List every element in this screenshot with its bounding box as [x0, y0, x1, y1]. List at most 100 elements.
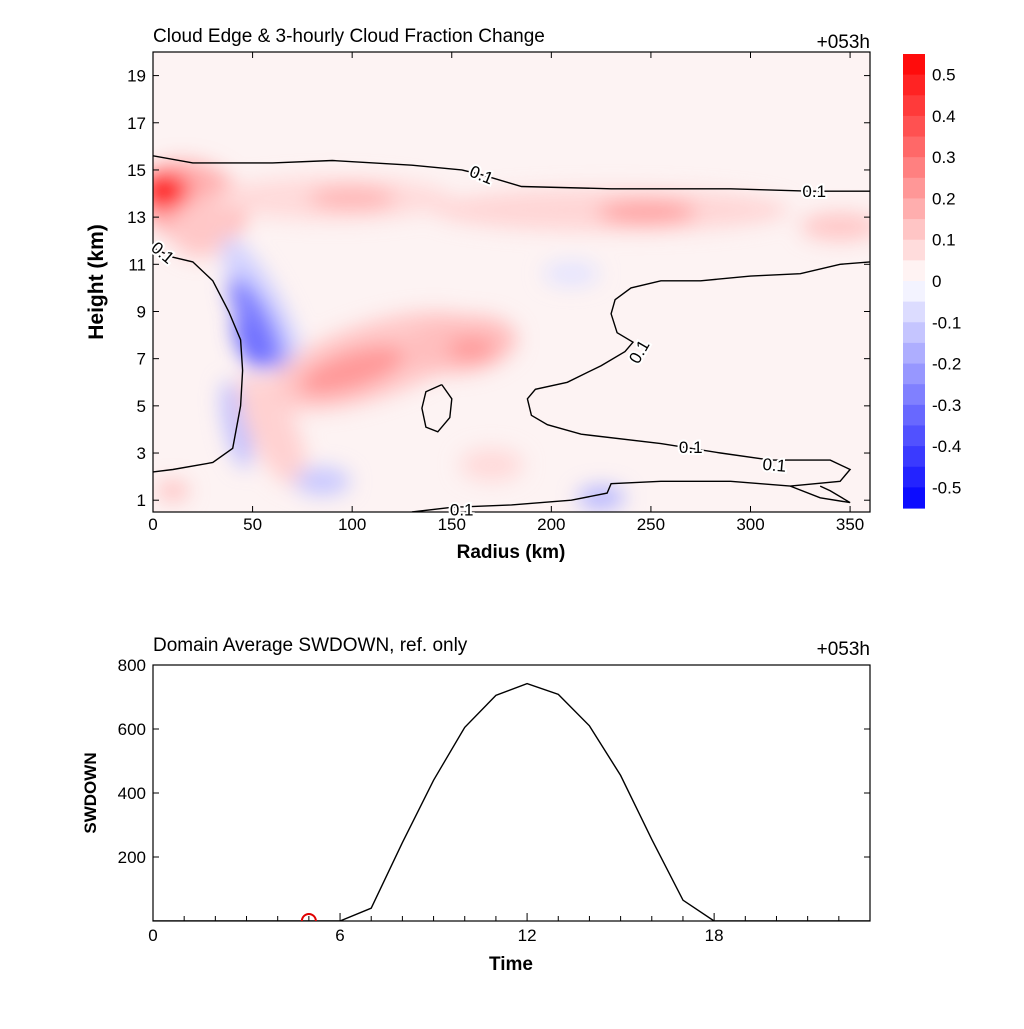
colorbar-tick-label: 0.5 [932, 66, 956, 85]
heatmap-y-tick-label: 1 [137, 491, 146, 510]
colorbar-tick-label: -0.1 [932, 313, 961, 332]
colorbar-tick-label: 0.2 [932, 189, 956, 208]
current-time-marker [300, 913, 317, 921]
contour-label: 0.1 [450, 501, 474, 520]
colorbar-swatch [903, 322, 925, 344]
heatmap-y-tick-label: 5 [137, 397, 146, 416]
colorbar-swatch [903, 74, 925, 96]
contour-label: 0.1 [679, 438, 703, 457]
line-chart-x-tick-label: 6 [335, 926, 344, 945]
line-chart-y-axis-label: SWDOWN [81, 752, 100, 833]
heatmap-shade-region [447, 337, 496, 362]
line-chart-frame [152, 664, 871, 922]
contour-label: 0.1 [802, 182, 826, 201]
line-chart-y-tick-label: 800 [118, 656, 146, 675]
heatmap-shade-region [459, 448, 524, 482]
heatmap-shade-region [597, 200, 697, 225]
colorbar-tick-label: 0.4 [932, 107, 956, 126]
colorbar-swatch [903, 342, 925, 365]
colorbar-swatch [903, 115, 925, 138]
heatmap-y-tick-label: 19 [127, 67, 146, 86]
heatmap-y-tick-label: 15 [127, 161, 146, 180]
colorbar-tick-label: -0.4 [932, 437, 961, 456]
colorbar-swatch [903, 136, 925, 158]
line-chart-x-axis: 0 6 12 18 [148, 913, 871, 945]
heatmap-y-tick-label: 7 [137, 350, 146, 369]
cloud-edge-contour-line [790, 485, 851, 504]
swdown-series-line [153, 682, 870, 921]
line-chart-y-tick-label: 200 [118, 848, 146, 867]
heatmap-y-axis-label: Height (km) [85, 224, 108, 340]
heatmap-y-tick-label: 17 [127, 114, 146, 133]
line-panel: Domain Average SWDOWN, ref. only +053h 0… [81, 635, 871, 975]
colorbar-swatch [903, 301, 925, 323]
colorbar-swatch [903, 177, 925, 200]
heatmap-y-tick-label: 11 [128, 255, 146, 274]
heatmap-shade-region [298, 345, 406, 396]
line-chart-y-tick-label: 400 [118, 784, 146, 803]
heatmap-y-tick-label: 13 [127, 208, 146, 227]
colorbar-tick-label: 0 [932, 272, 941, 291]
heatmap-frame [152, 51, 871, 513]
heatmap-x-tick-label: 300 [736, 515, 764, 534]
heatmap-shade-region [577, 486, 626, 510]
heatmap-y-tick-label: 9 [137, 302, 146, 321]
colorbar-tick-label: -0.5 [932, 478, 961, 497]
colorbar-swatch [903, 157, 925, 179]
heatmap-x-tick-label: 250 [637, 515, 665, 534]
heatmap-shade-region [153, 178, 171, 200]
heatmap-x-tick-label: 100 [338, 515, 366, 534]
colorbar-swatch [903, 198, 925, 220]
heatmap-x-tick-label: 0 [148, 515, 157, 534]
colorbar-swatch [903, 425, 925, 447]
line-chart-title: Domain Average SWDOWN, ref. only [153, 635, 468, 656]
cloud-edge-contour-line [411, 261, 870, 512]
colorbar-swatch [903, 446, 925, 468]
heatmap-y-tick-label: 3 [137, 444, 146, 463]
cloud-edge-contour-line [153, 247, 244, 473]
heatmap-shade-region [170, 195, 236, 258]
colorbar-tick-label: -0.3 [932, 396, 961, 415]
cloud-edge-contour-line [153, 155, 870, 192]
colorbar-swatch [903, 384, 925, 406]
heatmap-x-tick-label: 350 [836, 515, 864, 534]
line-chart-y-axis: 200 400 600 800 [118, 656, 870, 867]
heatmap-shading [153, 160, 870, 510]
heatmap-x-tick-label: 50 [243, 515, 262, 534]
heatmap-shade-region [233, 318, 264, 371]
colorbar-swatch [903, 260, 925, 282]
colorbar-swatch [903, 219, 925, 241]
colorbar-swatch [903, 281, 925, 303]
heatmap-shade-region [308, 186, 396, 211]
heatmap-field [153, 52, 870, 512]
line-chart-x-tick-label: 12 [518, 926, 537, 945]
heatmap-x-tick-label: 200 [537, 515, 565, 534]
heatmap-x-axis-label: Radius (km) [457, 542, 566, 563]
line-chart-x-tick-label: 0 [148, 926, 157, 945]
contour-label: 0.1 [762, 455, 787, 476]
heatmap-shade-region [156, 481, 189, 501]
heatmap-panel: Cloud Edge & 3-hourly Cloud Fraction Cha… [85, 26, 961, 563]
colorbar-tick-label: 0.1 [932, 231, 956, 250]
heatmap-x-tick-label: 150 [438, 515, 466, 534]
colorbar: 0.5 0.4 0.3 0.2 0.1 0 -0.1 -0.2 -0.3 -0.4 -0.5 [903, 54, 961, 509]
heatmap-shade-region [543, 261, 600, 286]
colorbar-swatch [903, 363, 925, 385]
heatmap-title: Cloud Edge & 3-hourly Cloud Fraction Cha… [153, 26, 545, 47]
heatmap-x-axis: 0 50 100 150 200 250 300 350 [148, 52, 864, 534]
colorbar-tick-label: 0.3 [932, 148, 956, 167]
colorbar-swatch [903, 95, 925, 117]
heatmap-shade-region [238, 372, 307, 486]
colorbar-swatch [903, 54, 925, 76]
colorbar-swatch [903, 404, 925, 427]
heatmap-time-label: +053h [817, 32, 870, 53]
colorbar-swatch [903, 466, 925, 488]
heatmap-shade-region [800, 212, 870, 241]
colorbar-swatch [903, 487, 925, 509]
line-chart-y-tick-label: 600 [118, 720, 146, 739]
heatmap-shade-region [228, 276, 285, 370]
line-chart-x-axis-label: Time [489, 954, 533, 975]
